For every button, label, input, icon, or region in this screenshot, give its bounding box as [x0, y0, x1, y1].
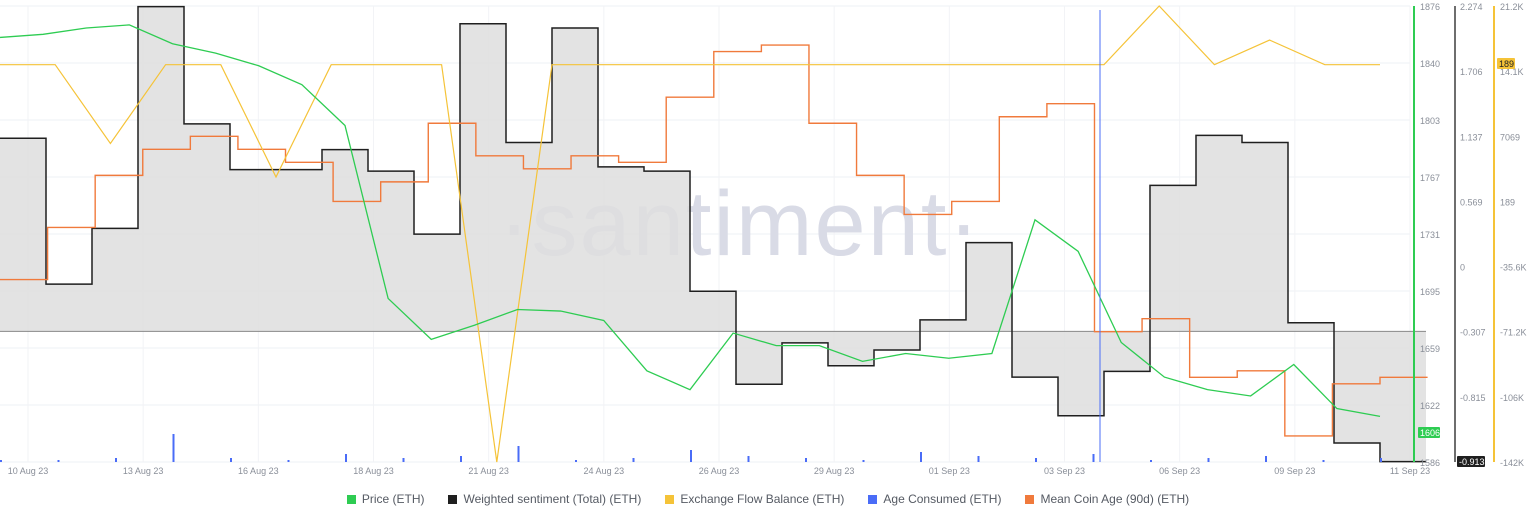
age-consumed-bar [460, 456, 462, 462]
flow-badge-bg [1497, 58, 1515, 69]
flow-tick-label: -106K [1500, 393, 1524, 403]
age-consumed-bar [977, 456, 980, 462]
age-consumed-bar [690, 450, 692, 462]
flow-badge: 189 [1499, 59, 1514, 69]
legend-swatch [346, 494, 356, 504]
sentiment-badge: -0.913 [1459, 457, 1485, 467]
legend-swatch [868, 494, 878, 504]
price-badge-bg [1418, 427, 1440, 438]
age-consumed-bar [0, 460, 2, 462]
sentiment-tick-label: 1.706 [1460, 67, 1483, 77]
age-consumed-bar [1035, 458, 1037, 462]
sentiment-tick-label: -0.815 [1460, 393, 1486, 403]
chart-legend: Price (ETH) Weighted sentiment (Total) (E… [0, 492, 1536, 506]
price-line [0, 24, 1381, 418]
age-consumed-bar [402, 458, 405, 462]
x-tick-label: 24 Aug 23 [584, 466, 625, 476]
legend-item[interactable]: Weighted sentiment (Total) (ETH) [448, 492, 641, 506]
age-consumed-bar [57, 460, 60, 462]
price-tick-label: 1767 [1420, 173, 1440, 183]
price-badge: 1606 [1420, 428, 1440, 438]
age-consumed-bar [345, 454, 347, 462]
age-consumed-bar [1322, 460, 1325, 462]
x-tick-label: 10 Aug 23 [8, 466, 49, 476]
flow-tick-label: -35.6K [1500, 263, 1527, 273]
x-tick-label: 01 Sep 23 [929, 466, 970, 476]
price-tick-label: 1695 [1420, 287, 1440, 297]
flow-tick-label: 14.1K [1500, 67, 1524, 77]
legend-swatch [665, 494, 675, 504]
price-tick-label: 1840 [1420, 59, 1440, 69]
x-tick-label: 18 Aug 23 [353, 466, 394, 476]
price-tick-label: 1731 [1420, 230, 1440, 240]
legend-label: Exchange Flow Balance (ETH) [680, 492, 845, 506]
legend-item[interactable]: Exchange Flow Balance (ETH) [665, 492, 844, 506]
sentiment-tick-label: 2.274 [1460, 2, 1483, 12]
price-tick-label: 1803 [1420, 116, 1440, 126]
age-consumed-bar [172, 434, 175, 462]
age-consumed-bar [862, 460, 865, 462]
mean-coin-age-line [0, 44, 1428, 437]
legend-label: Age Consumed (ETH) [883, 492, 1002, 506]
legend-swatch [1025, 494, 1035, 504]
age-consumed-bar [230, 458, 232, 462]
exchange-flow-line [0, 5, 1380, 463]
x-tick-label: 21 Aug 23 [468, 466, 509, 476]
age-consumed-bar [1092, 454, 1095, 462]
sentiment-line [0, 5, 1426, 463]
age-consumed-bar [920, 452, 922, 462]
legend-label: Weighted sentiment (Total) (ETH) [463, 492, 642, 506]
legend-swatch [448, 494, 458, 504]
x-tick-label: 09 Sep 23 [1274, 466, 1315, 476]
age-consumed-bar [632, 458, 635, 462]
age-consumed-bar [805, 458, 807, 462]
sentiment-badge-bg [1457, 456, 1485, 467]
age-consumed-bar [1207, 458, 1210, 462]
sentiment-tick-label: 0 [1460, 263, 1465, 273]
price-tick-label: 1876 [1420, 2, 1440, 12]
flow-tick-label: 7069 [1500, 132, 1520, 142]
price-tick-label: 1659 [1420, 344, 1440, 354]
sentiment-tick-label: -0.307 [1460, 328, 1486, 338]
flow-tick-label: 189 [1500, 197, 1515, 207]
x-tick-label: 13 Aug 23 [123, 466, 164, 476]
age-consumed-bar [287, 460, 290, 462]
x-tick-label: 29 Aug 23 [814, 466, 855, 476]
flow-tick-label: 21.2K [1500, 2, 1524, 12]
legend-item[interactable]: Age Consumed (ETH) [868, 492, 1001, 506]
age-consumed-bar [747, 456, 750, 462]
x-tick-label: 06 Sep 23 [1159, 466, 1200, 476]
sentiment-area [0, 6, 1426, 462]
legend-label: Price (ETH) [361, 492, 425, 506]
age-consumed-bar [1380, 458, 1382, 462]
age-consumed-bar [1150, 460, 1152, 462]
x-tick-label: 26 Aug 23 [699, 466, 740, 476]
legend-item[interactable]: Price (ETH) [346, 492, 425, 506]
x-tick-label: 11 Sep 23 [1390, 466, 1430, 476]
price-tick-label: 1586 [1420, 458, 1440, 468]
flow-tick-label: -142K [1500, 458, 1524, 468]
flow-tick-label: -71.2K [1500, 328, 1527, 338]
age-consumed-bar [115, 458, 117, 462]
sentiment-tick-label: 1.137 [1460, 132, 1483, 142]
age-consumed-bar [575, 460, 577, 462]
price-tick-label: 1622 [1420, 401, 1440, 411]
x-tick-label: 03 Sep 23 [1044, 466, 1085, 476]
x-tick-label: 16 Aug 23 [238, 466, 279, 476]
legend-item[interactable]: Mean Coin Age (90d) (ETH) [1025, 492, 1189, 506]
legend-label: Mean Coin Age (90d) (ETH) [1040, 492, 1190, 506]
sentiment-tick-label: 0.569 [1460, 197, 1483, 207]
age-consumed-bar [517, 446, 520, 462]
age-consumed-bar [1265, 456, 1267, 462]
